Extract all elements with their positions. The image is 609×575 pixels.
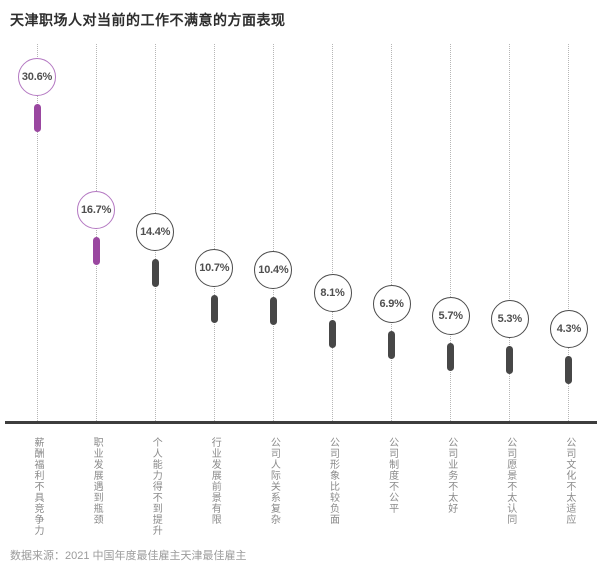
bar-pill	[565, 356, 573, 384]
bar-pill	[269, 297, 277, 326]
bar-pill	[329, 319, 336, 348]
guide-dotted-line	[450, 44, 452, 421]
category-label: 薪酬福利不具竞争力	[32, 437, 43, 536]
value-bubble: 6.9%	[372, 285, 411, 324]
guide-dotted-line	[509, 44, 511, 421]
category-label: 职业发展遇到瓶颈	[91, 437, 103, 525]
source-note: 数据来源：2021 中国年度最佳雇主天津最佳雇主	[10, 550, 247, 562]
bar-pill	[92, 236, 100, 265]
category-label: 公司愿景不太认同	[504, 437, 516, 525]
category-label: 公司人际关系复杂	[268, 437, 280, 525]
bar-pill	[151, 259, 159, 288]
value-bubble: 16.7%	[77, 190, 116, 229]
value-bubble: 8.1%	[313, 273, 352, 312]
value-bubble: 4.3%	[549, 310, 588, 348]
guide-dotted-line	[568, 44, 570, 421]
bar-pill	[506, 346, 514, 375]
value-bubble: 14.4%	[136, 213, 175, 252]
category-label: 公司形象比较负面	[327, 437, 339, 525]
bar-pill	[33, 103, 41, 132]
value-bubble: 30.6%	[18, 57, 56, 96]
guide-dotted-line	[272, 44, 274, 421]
category-label: 公司文化不太适应	[563, 437, 575, 525]
category-label: 公司制度不公平	[386, 437, 398, 514]
category-label: 个人能力得不到提升	[150, 437, 162, 536]
value-bubble: 10.4%	[254, 251, 293, 290]
x-axis-line	[5, 421, 597, 424]
guide-dotted-line	[332, 44, 333, 421]
bar-pill	[210, 294, 218, 323]
guide-dotted-line	[36, 44, 38, 421]
category-label: 行业发展前景有限	[209, 437, 221, 525]
value-bubble: 5.3%	[490, 300, 529, 339]
bar-pill	[388, 331, 396, 360]
value-bubble: 10.7%	[195, 248, 234, 287]
value-bubble: 5.7%	[431, 296, 470, 335]
guide-dotted-line	[95, 44, 97, 421]
chart-title: 天津职场人对当前的工作不满意的方面表现	[10, 12, 286, 28]
bar-pill	[447, 342, 455, 371]
guide-dotted-line	[213, 44, 215, 421]
category-label: 公司业务不太好	[445, 437, 457, 514]
guide-dotted-line	[391, 44, 393, 421]
